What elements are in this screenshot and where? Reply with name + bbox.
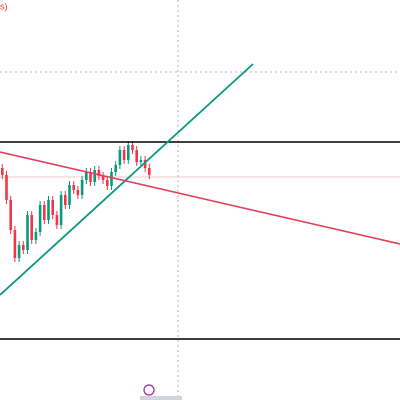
candle-body: [135, 150, 138, 162]
candle-body: [47, 200, 50, 220]
header-fragment: s): [0, 1, 8, 11]
candle-body: [68, 185, 71, 205]
candle-body: [76, 190, 80, 195]
candle-body: [38, 205, 42, 232]
candle-body: [72, 185, 75, 190]
trend-line: [0, 63, 254, 296]
candles: [1, 141, 151, 262]
candle-body: [43, 205, 46, 220]
candle-body: [118, 150, 122, 165]
candle-body: [97, 170, 101, 176]
candle-body: [143, 160, 147, 168]
candle-body: [89, 172, 92, 182]
candle-body: [139, 160, 143, 162]
candle-body: [127, 145, 130, 160]
trend-line: [0, 151, 400, 245]
candle-body: [5, 175, 8, 200]
candle-body: [110, 172, 113, 186]
candle-body: [13, 230, 17, 258]
candle-body: [9, 200, 12, 230]
candle-body: [114, 165, 117, 172]
candle-body: [64, 195, 67, 205]
candle-body: [148, 168, 151, 175]
candle-body: [106, 180, 109, 186]
candle-body: [101, 176, 105, 180]
candle-body: [34, 232, 38, 240]
candle-body: [85, 172, 88, 180]
candle-body: [30, 215, 33, 240]
candle-body: [93, 170, 96, 182]
range-highlight: [140, 396, 182, 400]
candle-body: [17, 245, 21, 258]
candle-body: [80, 180, 84, 195]
candle-body: [51, 200, 54, 215]
candle-body: [59, 195, 63, 225]
candle-body: [26, 215, 29, 250]
candle-body: [22, 245, 25, 250]
candle-body: [131, 145, 134, 150]
candle-body: [1, 168, 4, 175]
event-icon[interactable]: [143, 384, 155, 396]
candle-body: [55, 215, 59, 225]
candle-body: [122, 150, 126, 160]
